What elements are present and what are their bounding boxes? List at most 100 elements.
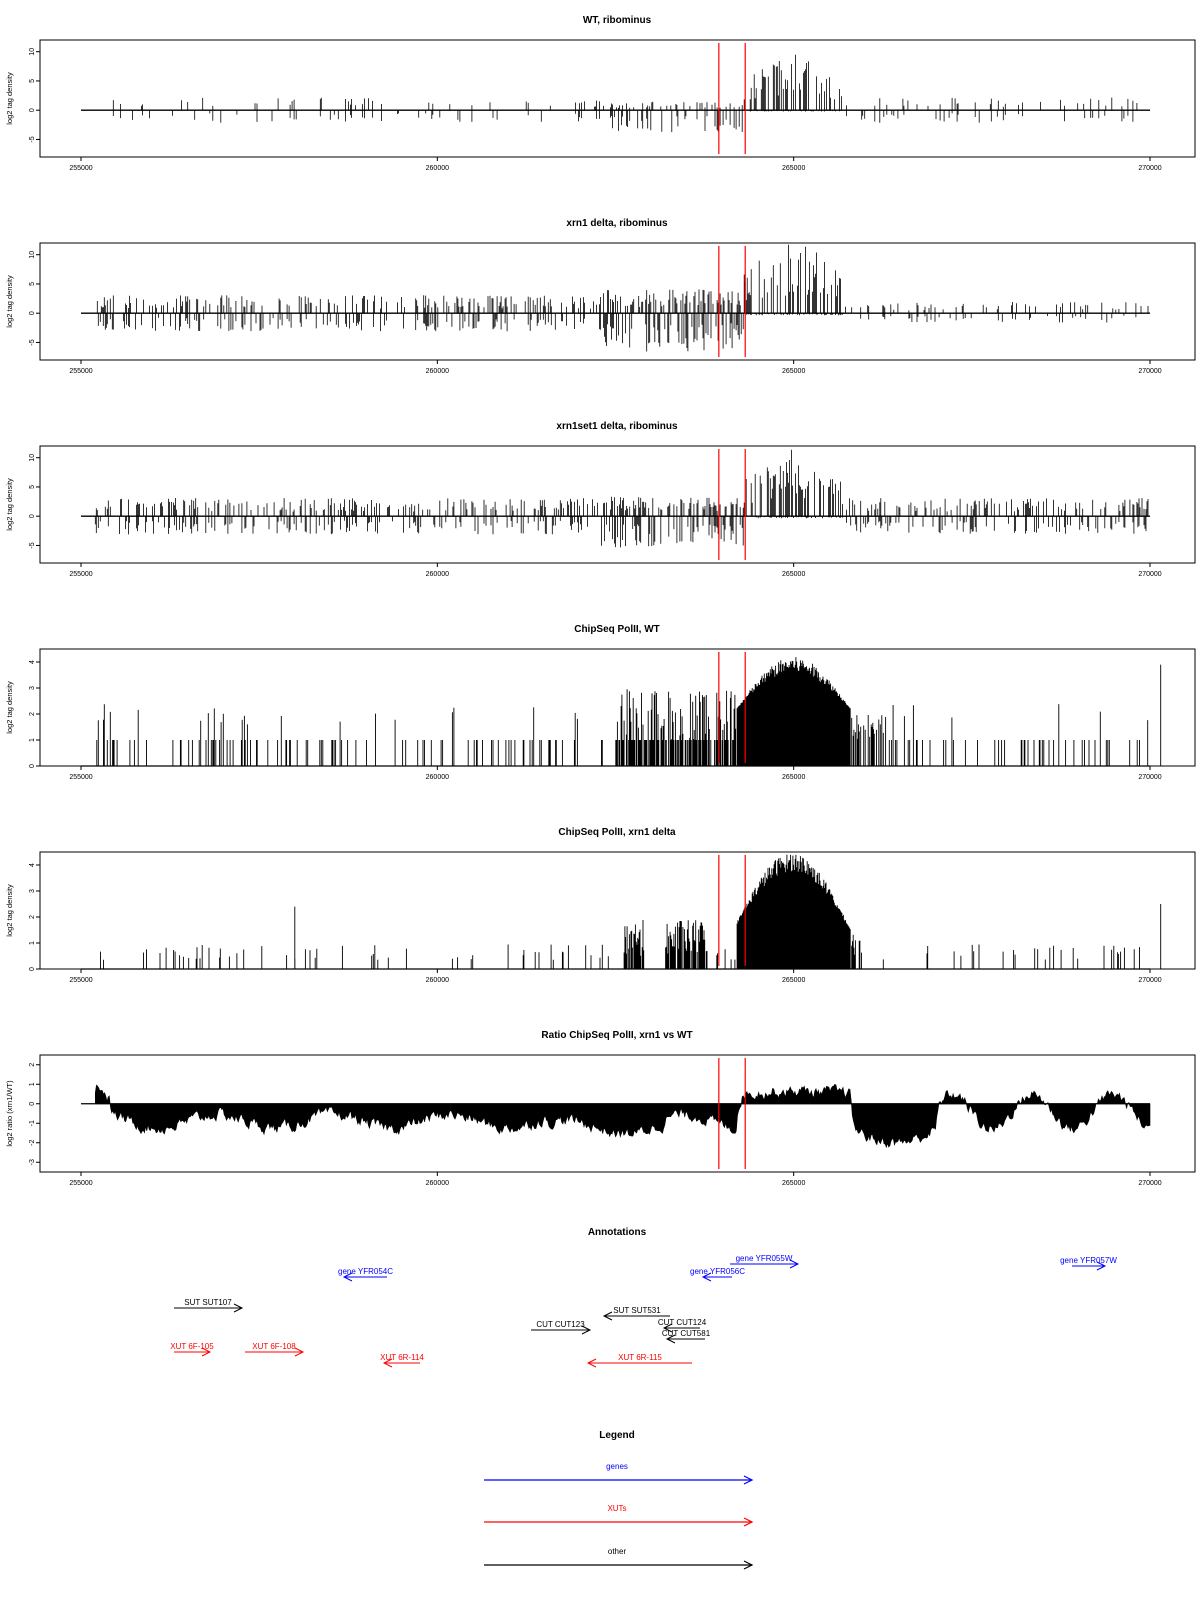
data-series: [81, 854, 1162, 970]
annotation-feature: XUT 6R-114: [380, 1353, 424, 1368]
data-series: [81, 657, 1162, 767]
legend-label: XUTs: [607, 1504, 626, 1513]
x-tick-label: 270000: [1138, 165, 1161, 172]
panel-4: ChipSeq PolII, WT 255000 260000 265000 27000…: [5, 624, 1196, 781]
y-tick-label: 10: [29, 251, 36, 259]
arrow-head-icon: [1096, 1261, 1107, 1271]
y-tick-label: 2: [29, 1063, 36, 1067]
density-spikes: [94, 449, 1149, 548]
plot-frame: [39, 39, 1196, 158]
y-tick-label: -5: [29, 542, 36, 548]
arrow-head-icon: [201, 1347, 212, 1357]
y-tick-label: 0: [29, 967, 36, 971]
y-tick-label: 10: [29, 48, 36, 56]
feature-label: XUT 6R-114: [380, 1353, 424, 1362]
data-series: [81, 1084, 1151, 1149]
annotations-track: Annotations gene YFR054C gene YFR055W gene…: [170, 1227, 1117, 1368]
panel-title: xrn1 delta, ribominus: [566, 218, 668, 229]
x-tick-label: 265000: [782, 165, 805, 172]
y-tick-label: 0: [29, 311, 36, 315]
feature-label: gene YFR055W: [736, 1254, 793, 1263]
x-tick-label: 265000: [782, 774, 805, 781]
x-tick-label: 265000: [782, 1180, 805, 1187]
ratio-area: [95, 1084, 1151, 1149]
x-tick-label: 260000: [426, 368, 449, 375]
x-tick-label: 255000: [69, 571, 92, 578]
y-tick-label: -1: [29, 1120, 36, 1126]
data-series: [81, 449, 1150, 548]
plot-frame: [39, 648, 1196, 767]
annotation-feature: CUT CUT124: [658, 1318, 707, 1333]
x-tick-label: 270000: [1138, 977, 1161, 984]
x-tick-label: 270000: [1138, 368, 1161, 375]
panel-title: ChipSeq PolII, WT: [574, 624, 660, 635]
density-bars: [100, 854, 1162, 969]
x-tick-label: 255000: [69, 165, 92, 172]
annotation-feature: gene YFR055W: [730, 1254, 800, 1269]
x-tick-label: 260000: [426, 165, 449, 172]
feature-label: XUT 6F-108: [252, 1342, 296, 1351]
annotation-feature: SUT SUT531: [602, 1306, 670, 1321]
feature-label: gene YFR057W: [1060, 1256, 1117, 1265]
plot-frame: [39, 851, 1196, 970]
y-tick-label: 3: [29, 889, 36, 893]
feature-label: XUT 6F-105: [170, 1342, 214, 1351]
panel-title: xrn1set1 delta, ribominus: [556, 421, 678, 432]
panel-2: xrn1 delta, ribominus 255000 260000 265000 2…: [5, 218, 1196, 375]
annotation-feature: XUT 6F-108: [245, 1342, 305, 1357]
y-tick-label: 0: [29, 108, 36, 112]
x-tick-label: 260000: [426, 571, 449, 578]
arrow-head-icon: [581, 1325, 592, 1335]
y-axis-label: log2 tag density: [5, 275, 14, 328]
feature-label: gene YFR056C: [690, 1267, 745, 1276]
annotation-feature: XUT 6R-115: [586, 1353, 692, 1368]
legend-label: other: [608, 1547, 627, 1556]
y-tick-label: 5: [29, 79, 36, 83]
plot-frame: [39, 1054, 1196, 1173]
annotations-title: Annotations: [588, 1227, 647, 1238]
y-tick-label: 4: [29, 863, 36, 867]
feature-label: XUT 6R-115: [618, 1353, 662, 1362]
feature-label: SUT SUT531: [613, 1306, 661, 1315]
panel-1: WT, ribominus 255000 260000 265000 270000 -5 0…: [5, 15, 1196, 172]
annotation-feature: CUT CUT581: [662, 1329, 711, 1344]
arrow-head-icon: [586, 1358, 597, 1368]
legend-item: other: [484, 1547, 754, 1570]
plot-frame: [39, 242, 1196, 361]
x-tick-label: 260000: [426, 774, 449, 781]
x-tick-label: 255000: [69, 774, 92, 781]
density-bars: [96, 657, 1162, 766]
x-tick-label: 265000: [782, 368, 805, 375]
y-tick-label: -3: [29, 1159, 36, 1165]
arrow-head-icon: [294, 1347, 305, 1357]
arrow-head-icon: [743, 1517, 754, 1527]
x-tick-label: 270000: [1138, 571, 1161, 578]
annotation-feature: gene YFR057W: [1060, 1256, 1117, 1271]
arrow-head-icon: [743, 1560, 754, 1570]
x-tick-label: 265000: [782, 571, 805, 578]
arrow-head-icon: [789, 1259, 800, 1269]
y-tick-label: -5: [29, 339, 36, 345]
density-spikes: [96, 244, 1149, 352]
arrow-head-icon: [665, 1334, 676, 1344]
legend-item: XUTs: [484, 1504, 754, 1527]
x-tick-label: 255000: [69, 977, 92, 984]
data-series: [81, 244, 1150, 352]
y-tick-label: 1: [29, 738, 36, 742]
panel-title: WT, ribominus: [583, 15, 652, 26]
legend-title: Legend: [599, 1430, 635, 1441]
y-tick-label: 2: [29, 915, 36, 919]
legend-item: genes: [484, 1462, 754, 1485]
y-axis-label: log2 tag density: [5, 884, 14, 937]
legend-label: genes: [606, 1462, 628, 1471]
y-axis-label: log2 tag density: [5, 72, 14, 125]
y-tick-label: 5: [29, 485, 36, 489]
panel-5: ChipSeq PolII, xrn1 delta 255000 260000 265…: [5, 827, 1196, 984]
annotation-feature: gene YFR056C: [690, 1267, 745, 1282]
feature-label: gene YFR054C: [338, 1267, 393, 1276]
y-tick-label: 1: [29, 1082, 36, 1086]
y-tick-label: 0: [29, 1102, 36, 1106]
y-tick-label: 5: [29, 282, 36, 286]
